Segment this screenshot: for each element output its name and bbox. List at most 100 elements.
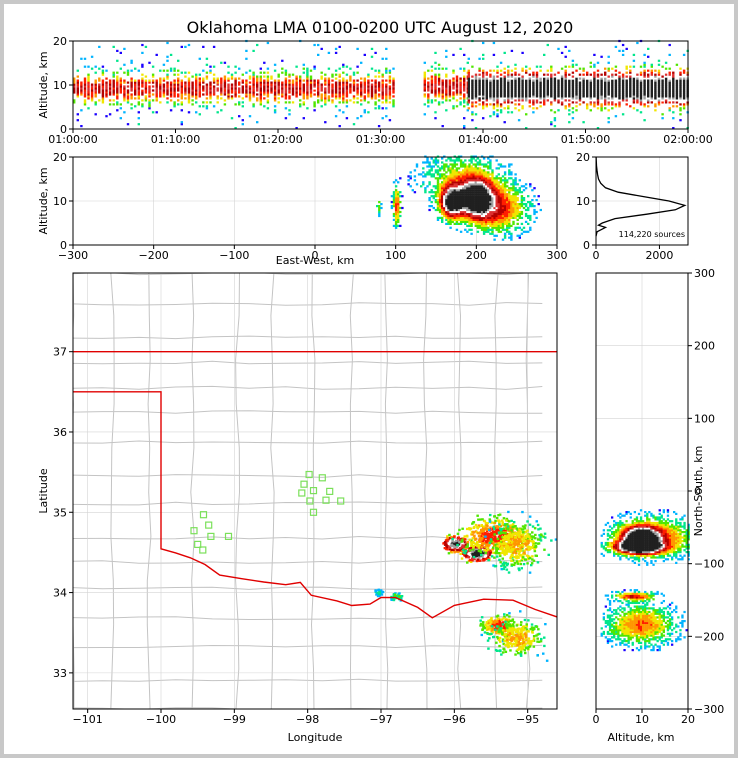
source-pixel: [374, 81, 377, 84]
source-pixel: [306, 107, 309, 110]
source-pixel: [482, 183, 486, 186]
source-pixel: [299, 91, 302, 94]
source-pixel: [397, 203, 400, 206]
source-pixel: [604, 85, 607, 88]
source-pixel: [116, 75, 119, 78]
source-pixel: [187, 77, 191, 80]
source-pixel: [173, 95, 176, 98]
source-pixel: [352, 89, 356, 92]
source-pixel: [263, 79, 266, 82]
source-pixel: [370, 89, 374, 92]
source-pixel: [539, 208, 542, 212]
source-pixel: [317, 53, 320, 56]
source-pixel: [546, 95, 549, 98]
source-pixel: [90, 89, 94, 92]
source-pixel: [177, 59, 180, 62]
source-pixel: [672, 117, 675, 120]
source-pixel: [510, 85, 514, 88]
source-pixel: [426, 159, 429, 162]
source-pixel: [510, 189, 513, 192]
source-pixel: [485, 89, 488, 92]
source-pixel: [539, 81, 542, 84]
source-pixel: [492, 111, 496, 114]
source-pixel: [593, 79, 596, 82]
source-pixel: [424, 173, 427, 176]
source-pixel: [392, 101, 395, 104]
source-pixel: [456, 540, 460, 543]
source-pixel: [295, 75, 298, 78]
source-pixel: [512, 189, 515, 192]
source-pixel: [493, 556, 496, 559]
source-pixel: [672, 79, 675, 82]
source-pixel: [482, 91, 485, 94]
source-pixel: [682, 87, 686, 90]
source-pixel: [607, 75, 610, 78]
source-pixel: [489, 183, 492, 186]
source-pixel: [245, 93, 248, 96]
east-west-tick-label: 0: [312, 249, 319, 262]
source-pixel: [187, 87, 191, 90]
source-pixel: [116, 101, 119, 104]
source-pixel: [482, 85, 485, 88]
source-pixel: [345, 99, 349, 102]
source-pixel: [471, 95, 474, 98]
source-pixel: [417, 173, 421, 176]
source-pixel: [657, 81, 661, 84]
source-pixel: [503, 187, 507, 190]
source-pixel: [600, 95, 603, 98]
source-pixel: [455, 541, 458, 544]
source-pixel: [452, 91, 455, 94]
source-pixel: [445, 97, 448, 100]
source-pixel: [273, 105, 277, 108]
source-pixel: [195, 87, 198, 90]
source-pixel: [230, 75, 234, 78]
source-pixel: [94, 113, 97, 116]
source-pixel: [492, 551, 495, 554]
source-pixel: [447, 175, 450, 178]
source-pixel: [320, 99, 323, 102]
source-pixel: [636, 83, 639, 86]
source-pixel: [600, 75, 603, 78]
source-pixel: [452, 79, 455, 82]
source-pixel: [571, 87, 575, 90]
source-pixel: [76, 119, 79, 122]
source-pixel: [309, 75, 313, 78]
source-pixel: [489, 513, 492, 517]
source-pixel: [499, 212, 503, 216]
source-pixel: [478, 167, 482, 170]
source-pixel: [489, 177, 492, 180]
source-pixel: [378, 201, 381, 204]
source-pixel: [73, 83, 76, 86]
source-pixel: [478, 89, 481, 92]
source-pixel: [87, 79, 90, 82]
source-pixel: [438, 193, 442, 196]
source-pixel: [510, 163, 513, 166]
source-pixel: [539, 97, 542, 100]
source-pixel: [191, 95, 194, 98]
source-pixel: [514, 197, 517, 200]
source-pixel: [248, 115, 252, 118]
source-pixel: [245, 81, 248, 84]
source-pixel: [495, 201, 498, 204]
source-pixel: [94, 65, 97, 68]
source-pixel: [480, 183, 484, 186]
source-pixel: [668, 71, 671, 74]
source-pixel: [586, 97, 589, 100]
source-pixel: [397, 212, 400, 216]
source-pixel: [119, 83, 122, 86]
source-pixel: [422, 167, 425, 170]
source-pixel: [430, 81, 434, 84]
source-pixel: [134, 93, 137, 96]
source-pixel: [625, 75, 628, 78]
source-pixel: [489, 214, 492, 218]
source-pixel: [476, 163, 480, 166]
source-pixel: [223, 75, 227, 78]
source-pixel: [618, 85, 621, 88]
source-pixel: [90, 55, 94, 58]
source-pixel: [345, 93, 349, 96]
source-pixel: [657, 87, 661, 90]
source-pixel: [464, 187, 467, 190]
source-pixel: [525, 81, 528, 84]
source-pixel: [661, 93, 664, 96]
